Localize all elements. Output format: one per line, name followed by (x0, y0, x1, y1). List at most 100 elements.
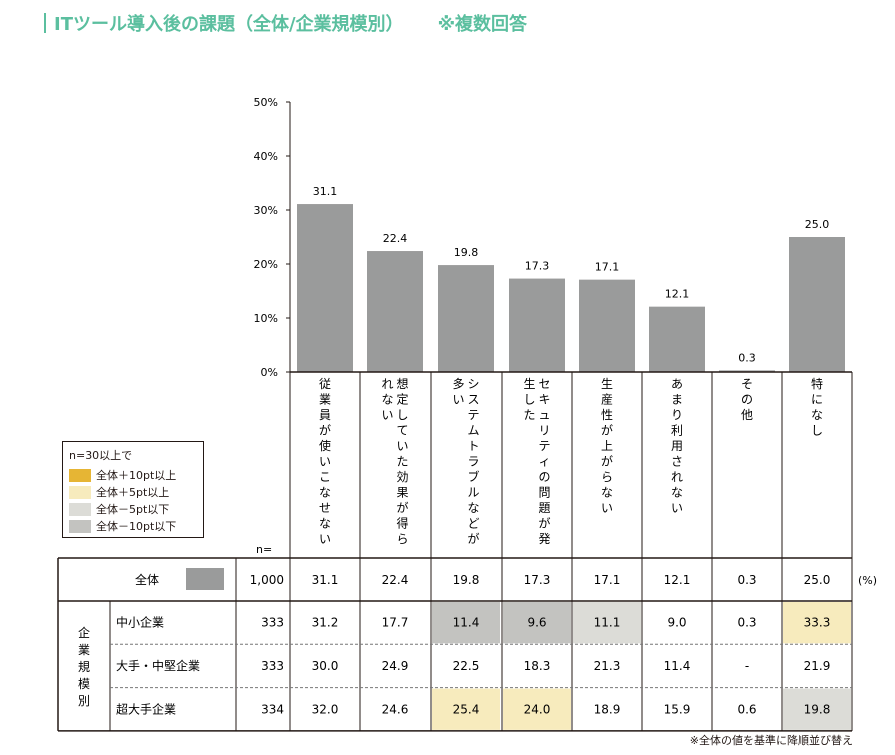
bar (509, 278, 565, 372)
category-label-char: の (538, 470, 550, 484)
category-label-char: 他 (741, 408, 753, 422)
total-row-swatch (186, 568, 224, 590)
category-label-char: ま (671, 393, 683, 407)
legend-swatch-minus10 (69, 519, 91, 533)
category-label-char: い (381, 408, 393, 422)
category-label-char: 定 (396, 392, 408, 407)
bar-value-label: 19.8 (454, 246, 479, 259)
legend-label-minus10: 全体－10pt以下 (96, 520, 177, 533)
category-label-char: の (741, 393, 753, 407)
legend-title: n=30以上で (69, 449, 133, 462)
total-row-value: 19.8 (453, 573, 480, 587)
category-label-char: い (319, 455, 331, 469)
category-label-char: 性 (601, 408, 613, 422)
category-label-char: な (811, 408, 823, 422)
bar (438, 265, 494, 372)
highlight-cell (573, 602, 641, 644)
category-label-char: い (319, 532, 331, 546)
category-label-char: た (523, 408, 535, 422)
legend-item-plus5: 全体＋5pt以上 (69, 484, 169, 500)
y-tick-label: 10% (254, 312, 278, 325)
row-value: 22.5 (453, 659, 480, 673)
category-label-char: 用 (671, 439, 683, 453)
category-label-char: し (396, 408, 408, 422)
category-label-char: セ (538, 377, 550, 391)
row-value: 24.9 (382, 659, 409, 673)
bar (579, 279, 635, 372)
footnote: ※全体の値を基準に降順並び替え (689, 734, 853, 747)
category-label-char: テ (538, 439, 550, 453)
total-row-value: 0.3 (737, 573, 756, 587)
category-label-char: ト (467, 439, 479, 453)
title-accent-bar (44, 13, 46, 33)
group-label-char: 規 (78, 659, 90, 674)
row-value: 32.0 (312, 702, 339, 716)
bar (649, 306, 705, 372)
category-label-char: 上 (601, 439, 613, 453)
category-label-char: 問 (538, 486, 550, 500)
category-label-char: ら (396, 532, 408, 546)
bar-value-label: 22.4 (383, 232, 408, 245)
category-label-char: 多 (452, 377, 464, 391)
row-value: 0.6 (737, 702, 756, 716)
row-value: 21.3 (594, 659, 621, 673)
category-label-char: し (811, 424, 823, 438)
category-label-char: 利 (671, 424, 683, 438)
category-label-char: ら (601, 470, 613, 484)
row-value: 15.9 (664, 702, 691, 716)
category-label-char: 発 (538, 532, 550, 546)
bar-value-label: 12.1 (665, 288, 690, 301)
total-row-value: 25.0 (804, 573, 831, 587)
category-label-char: た (396, 455, 408, 469)
row-value: 24.6 (382, 702, 409, 716)
category-label-char: な (467, 501, 479, 515)
legend-label-plus5: 全体＋5pt以上 (96, 486, 170, 499)
category-label-char: ど (467, 517, 479, 531)
category-label-char: ブ (467, 469, 479, 484)
category-label-char: シ (467, 377, 479, 391)
legend-swatch-plus10 (69, 468, 91, 482)
bar (367, 251, 423, 372)
row-value: 11.1 (594, 616, 621, 630)
bar-value-label: 0.3 (738, 351, 756, 364)
category-label-char: 産 (601, 392, 613, 407)
category-label-char: て (396, 424, 408, 438)
category-label-char: 使 (319, 438, 331, 453)
category-label-char: テ (467, 408, 479, 422)
group-label-char: 模 (78, 677, 90, 691)
row-value: 18.3 (524, 659, 551, 673)
row-value: 19.8 (804, 702, 831, 716)
category-label-char: な (319, 486, 331, 500)
y-tick-label: 30% (254, 204, 278, 217)
row-value: 18.9 (594, 702, 621, 716)
bar-value-label: 31.1 (313, 185, 338, 198)
row-value: 11.4 (664, 659, 691, 673)
category-label-char: な (601, 486, 613, 500)
legend-item-minus10: 全体－10pt以下 (69, 518, 176, 534)
row-n: 334 (261, 702, 284, 716)
page-subtitle: ※複数回答 (437, 14, 528, 35)
category-label-char: が (396, 500, 408, 515)
category-label-char: い (452, 393, 464, 407)
category-label-char: い (671, 501, 683, 515)
row-value: 9.0 (667, 616, 686, 630)
row-value: 31.2 (312, 616, 339, 630)
category-label-char: れ (381, 377, 393, 391)
category-label-char: ュ (538, 408, 550, 422)
legend-swatch-plus5 (69, 485, 91, 499)
group-label-char: 別 (78, 694, 90, 708)
category-label-char: リ (538, 424, 550, 438)
total-row-value: 31.1 (312, 573, 339, 587)
category-label-char: 業 (319, 393, 331, 407)
row-value: 25.4 (453, 702, 480, 716)
total-row-n: 1,000 (250, 573, 284, 587)
y-tick-label: 40% (254, 150, 278, 163)
category-label-char: が (467, 531, 479, 546)
total-row-value: 17.1 (594, 573, 621, 587)
bar (297, 204, 353, 372)
highlight-cell (432, 688, 500, 730)
group-label-char: 企 (78, 625, 90, 640)
group-label-char: 業 (78, 643, 90, 657)
bar-value-label: 17.1 (595, 261, 620, 274)
